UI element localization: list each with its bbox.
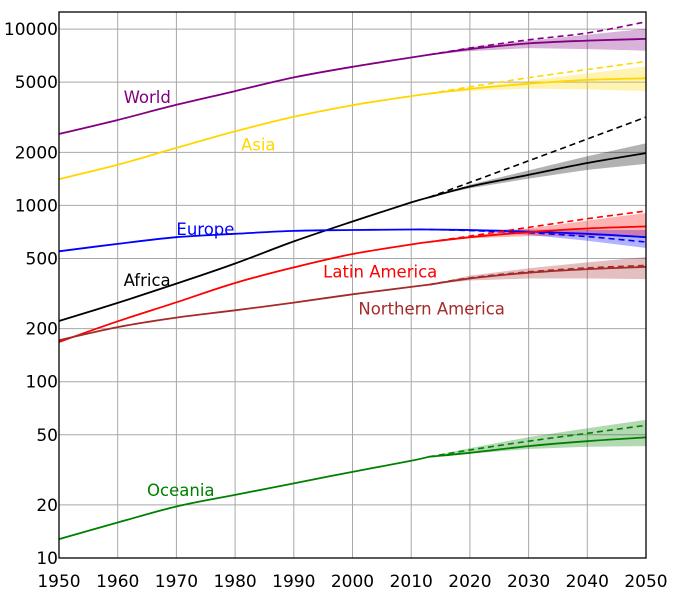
y-tick-label: 10 <box>36 549 58 569</box>
x-tick-label: 2050 <box>624 572 667 592</box>
latin-america-projection-high-dashed <box>428 210 647 243</box>
latin-america-historical-line <box>58 241 429 343</box>
uncertainty-bands <box>428 28 646 457</box>
x-tick-label: 2000 <box>331 572 374 592</box>
northern-america-label: Northern America <box>358 300 505 319</box>
x-tick-label: 1990 <box>272 572 315 592</box>
y-tick-label: 100 <box>26 373 58 393</box>
y-tick-label: 10000 <box>4 20 58 40</box>
x-axis-ticks: 1950 1960 1970 1980 1990 2000 2010 2020 2030 2040… <box>37 572 667 592</box>
latin-america-projection-line <box>428 225 647 243</box>
y-tick-label: 50 <box>36 426 58 446</box>
latin-america-label: Latin America <box>323 262 437 281</box>
world-projection-line <box>428 38 647 56</box>
northern-america-projection-line <box>428 266 647 286</box>
y-axis-ticks: 10 20 50 100 200 500 1000 2000 5000 10000 <box>4 20 58 569</box>
asia-projection-high-dashed <box>428 60 647 95</box>
plot-frame <box>58 11 647 559</box>
series-labels: World Asia Africa Europe Latin America Northe… <box>124 88 505 500</box>
y-tick-label: 1000 <box>15 196 58 216</box>
world-label: World <box>124 88 171 107</box>
x-tick-label: 1970 <box>155 572 198 592</box>
asia-historical-line <box>58 92 429 180</box>
x-tick-label: 2020 <box>448 572 491 592</box>
y-tick-label: 200 <box>26 320 58 340</box>
y-tick-label: 5000 <box>15 73 58 93</box>
asia-label: Asia <box>241 135 276 154</box>
africa-historical-line <box>58 196 430 322</box>
oceania-projection-line <box>428 436 647 458</box>
x-tick-label: 1950 <box>37 572 80 592</box>
northern-america-projection-high-dashed <box>428 264 647 286</box>
oceania-historical-line <box>58 455 430 540</box>
x-tick-label: 1980 <box>213 572 256 592</box>
oceania-projection-high-dashed <box>428 424 647 458</box>
africa-label: Africa <box>124 271 171 290</box>
world-historical-line <box>58 53 429 135</box>
x-tick-label: 2040 <box>566 572 609 592</box>
africa-projection-line <box>428 152 647 199</box>
y-tick-label: 2000 <box>15 143 58 163</box>
asia-projection-line <box>428 77 647 95</box>
x-tick-label: 2010 <box>390 572 433 592</box>
world-projection-high-dashed <box>428 21 647 56</box>
northern-america-uncertainty-band <box>428 257 646 285</box>
europe-historical-line <box>58 228 429 253</box>
x-tick-label: 2030 <box>507 572 550 592</box>
oceania-label: Oceania <box>147 481 214 500</box>
northern-america-historical-line <box>58 283 429 342</box>
x-tick-label: 1960 <box>96 572 139 592</box>
europe-label: Europe <box>176 220 234 239</box>
series-lines <box>58 21 647 540</box>
y-tick-label: 20 <box>36 496 58 516</box>
y-tick-label: 500 <box>26 249 58 269</box>
